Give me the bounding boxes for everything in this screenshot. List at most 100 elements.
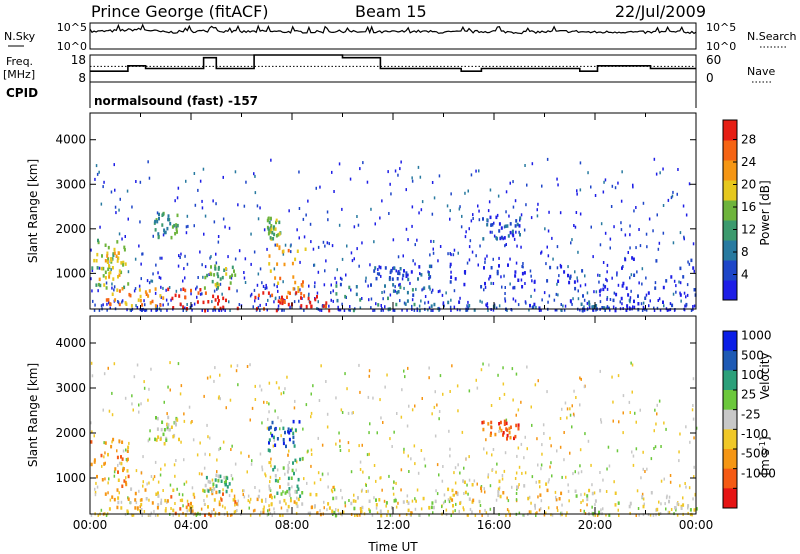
echo-cell [128, 441, 130, 445]
echo-cell [286, 470, 289, 474]
echo-cell [514, 270, 517, 274]
echo-cell [606, 270, 608, 274]
echo-cell [309, 222, 312, 226]
echo-cell [384, 284, 386, 288]
echo-cell [516, 487, 518, 491]
echo-cell [405, 274, 408, 278]
echo-cell [476, 482, 478, 486]
echo-cell [380, 274, 382, 278]
echo-cell [156, 427, 159, 431]
echo-cell [437, 290, 440, 294]
echo-cell [646, 245, 648, 249]
nsearch-label: N.Search [747, 30, 797, 43]
echo-cell [203, 286, 206, 290]
echo-cell [400, 468, 403, 472]
echo-cell [353, 225, 356, 229]
echo-cell [97, 289, 99, 293]
echo-cell [275, 308, 278, 313]
echo-cell [228, 482, 231, 486]
echo-cell [695, 426, 698, 430]
echo-cell [375, 276, 378, 281]
echo-cell [588, 302, 591, 307]
echo-cell [291, 468, 294, 473]
echo-cell [209, 513, 212, 518]
echo-cell [373, 308, 376, 312]
echo-cell [102, 408, 104, 412]
echo-cell [107, 481, 109, 485]
echo-cell [616, 271, 618, 275]
echo-cell [297, 286, 300, 290]
echo-cell [642, 450, 644, 454]
echo-cell [428, 264, 431, 269]
echo-cell [583, 492, 586, 496]
echo-cell [169, 388, 171, 392]
echo-cell [319, 185, 321, 189]
echo-cell [254, 191, 257, 195]
echo-cell [108, 477, 110, 481]
echo-cell [182, 309, 184, 312]
echo-cell [523, 456, 525, 460]
echo-cell [291, 485, 293, 489]
echo-cell [345, 296, 347, 299]
echo-cell [531, 475, 534, 479]
echo-cell [504, 224, 507, 228]
echo-cell [489, 507, 492, 511]
echo-cell [169, 361, 171, 365]
echo-cell [118, 461, 121, 465]
echo-cell [520, 442, 523, 446]
echo-cell [257, 272, 260, 276]
echo-cell [580, 377, 582, 381]
echo-cell [682, 204, 685, 208]
echo-cell [282, 438, 285, 442]
echo-cell [556, 449, 558, 453]
echo-cell [211, 491, 214, 496]
echo-cell [121, 237, 123, 241]
echo-cell [222, 492, 224, 496]
echo-cell [164, 463, 166, 467]
echo-cell [579, 376, 581, 380]
echo-cell [491, 223, 494, 227]
echo-cell [379, 509, 382, 513]
velocity-colorbar-segment [723, 331, 737, 352]
echo-cell [254, 299, 256, 303]
echo-cell [216, 281, 219, 286]
echo-cell [564, 401, 567, 405]
echo-cell [692, 305, 694, 308]
echo-cell [273, 232, 276, 237]
echo-cell [380, 304, 382, 307]
echo-cell [376, 272, 379, 276]
echo-cell [136, 363, 139, 367]
echo-cell [550, 444, 552, 448]
echo-cell [495, 498, 498, 502]
echo-cell [149, 429, 151, 433]
echo-cell [199, 179, 202, 183]
echo-cell [290, 250, 292, 254]
echo-cell [222, 440, 225, 444]
echo-cell [693, 465, 695, 469]
echo-cell [567, 265, 569, 269]
echo-cell [276, 468, 279, 472]
power-heatmap [90, 157, 697, 313]
velocity-colorbar-segment [723, 350, 737, 371]
echo-cell [266, 513, 269, 517]
echo-cell [361, 241, 363, 245]
echo-cell [378, 272, 381, 276]
echo-cell [261, 468, 264, 472]
echo-cell [474, 514, 477, 517]
echo-cell [522, 262, 524, 265]
echo-cell [411, 176, 413, 180]
velocity-colorbar-segment [723, 429, 737, 450]
echo-cell [156, 211, 159, 215]
echo-cell [612, 400, 614, 404]
echo-cell [122, 467, 125, 471]
echo-cell [238, 303, 241, 306]
echo-cell [140, 508, 143, 512]
echo-cell [368, 369, 371, 373]
echo-cell [603, 306, 605, 310]
echo-cell [254, 508, 256, 512]
echo-cell [344, 504, 347, 508]
echo-cell [498, 229, 501, 233]
echo-cell [197, 276, 199, 279]
echo-cell [600, 418, 602, 422]
echo-cell [500, 275, 502, 279]
